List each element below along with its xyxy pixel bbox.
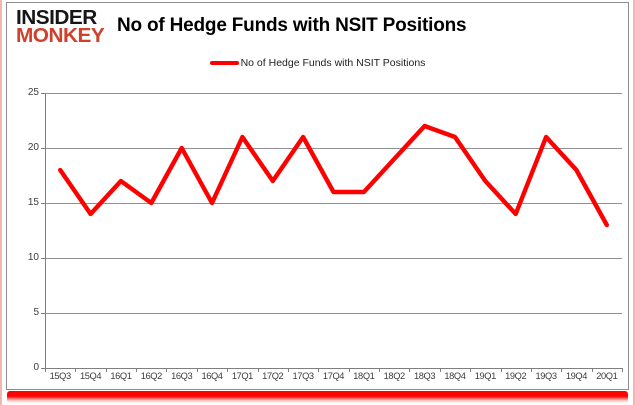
logo-text-monkey: MONKEY [16,25,105,47]
x-tick-label: 19Q3 [535,371,558,381]
x-tick-label: 17Q2 [262,371,284,381]
y-tick-label: 25 [27,87,39,98]
legend-line-marker [209,61,239,65]
x-tick-label: 17Q1 [231,371,254,381]
chart-title: No of Hedge Funds with NSIT Positions [117,15,467,36]
y-tick-label: 10 [27,252,39,263]
chart-panel: INSIDER MONKEY No of Hedge Funds with NS… [6,2,629,390]
x-tick-label: 16Q3 [171,371,193,381]
bottom-red-accent-bar [7,391,628,403]
x-tick-label: 16Q4 [201,371,223,381]
x-tick-label: 15Q3 [49,371,72,381]
chart-svg [41,93,623,372]
x-tick-label: 17Q3 [292,371,315,381]
insider-monkey-logo: INSIDER MONKEY [16,7,105,47]
x-tick-label: 17Q4 [322,371,345,381]
y-tick-label: 15 [27,197,39,208]
x-tick-label: 15Q4 [79,371,102,381]
x-tick-label: 16Q2 [140,371,163,381]
x-tick-label: 18Q3 [414,371,436,381]
x-tick-label: 20Q1 [596,371,618,381]
logo-text-insider: INSIDER [16,7,97,29]
y-tick-label: 5 [33,307,39,318]
legend-label: No of Hedge Funds with NSIT Positions [240,57,426,69]
x-tick-label: 19Q2 [505,371,527,381]
x-tick-label: 18Q4 [444,371,466,381]
x-tick-label: 16Q1 [110,371,132,381]
x-tick-label: 18Q2 [383,371,406,381]
y-tick-label: 20 [27,142,39,153]
x-tick-label: 18Q1 [353,371,375,381]
chart-legend: No of Hedge Funds with NSIT Positions [7,57,628,69]
y-tick-label: 0 [33,362,39,373]
x-tick-label: 19Q4 [565,371,588,381]
x-tick-label: 19Q1 [474,371,497,381]
data-series-line [57,123,609,228]
